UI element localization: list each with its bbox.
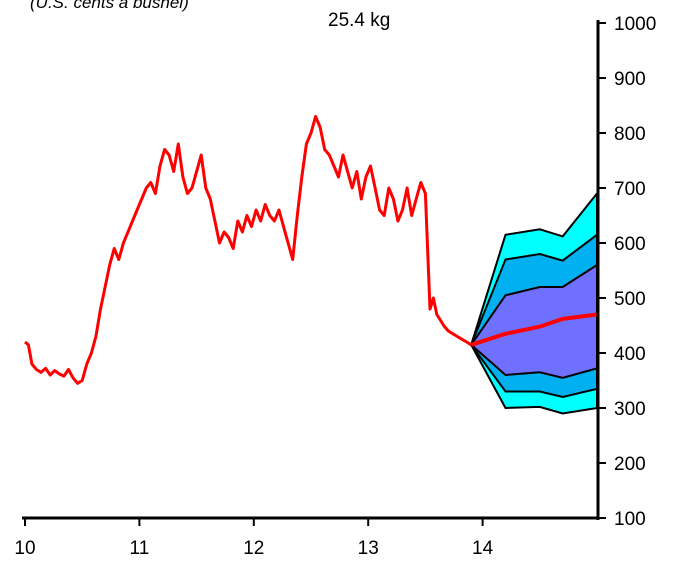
y-tick-label: 800 <box>614 124 646 145</box>
x-ticks: 10 11 12 13 14 <box>14 518 494 559</box>
y-tick-label: 500 <box>614 289 646 310</box>
y-tick-label: 300 <box>614 399 646 420</box>
y-tick-label: 600 <box>614 234 646 255</box>
projection-bands <box>469 190 598 415</box>
x-tick-label: 12 <box>243 538 264 559</box>
y-tick-label: 1000 <box>614 14 656 35</box>
price-lines <box>24 115 598 385</box>
x-tick-label: 11 <box>130 538 150 559</box>
y-tick-label: 200 <box>614 454 646 475</box>
x-tick-label: 10 <box>14 538 35 559</box>
projection-line <box>470 312 598 347</box>
units-note: (U.S. cents a bushel) <box>30 0 189 12</box>
history-line <box>24 115 472 385</box>
y-ticks: 100 200 300 400 500 600 700 800 900 1000 <box>598 14 656 530</box>
conversion-note: 25.4 kg <box>328 10 390 31</box>
y-tick-label: 400 <box>614 344 646 365</box>
y-tick-label: 100 <box>614 509 646 530</box>
y-tick-label: 900 <box>614 69 646 90</box>
x-tick-label: 14 <box>472 538 494 559</box>
y-tick-label: 700 <box>614 179 646 200</box>
x-tick-label: 13 <box>358 538 379 559</box>
